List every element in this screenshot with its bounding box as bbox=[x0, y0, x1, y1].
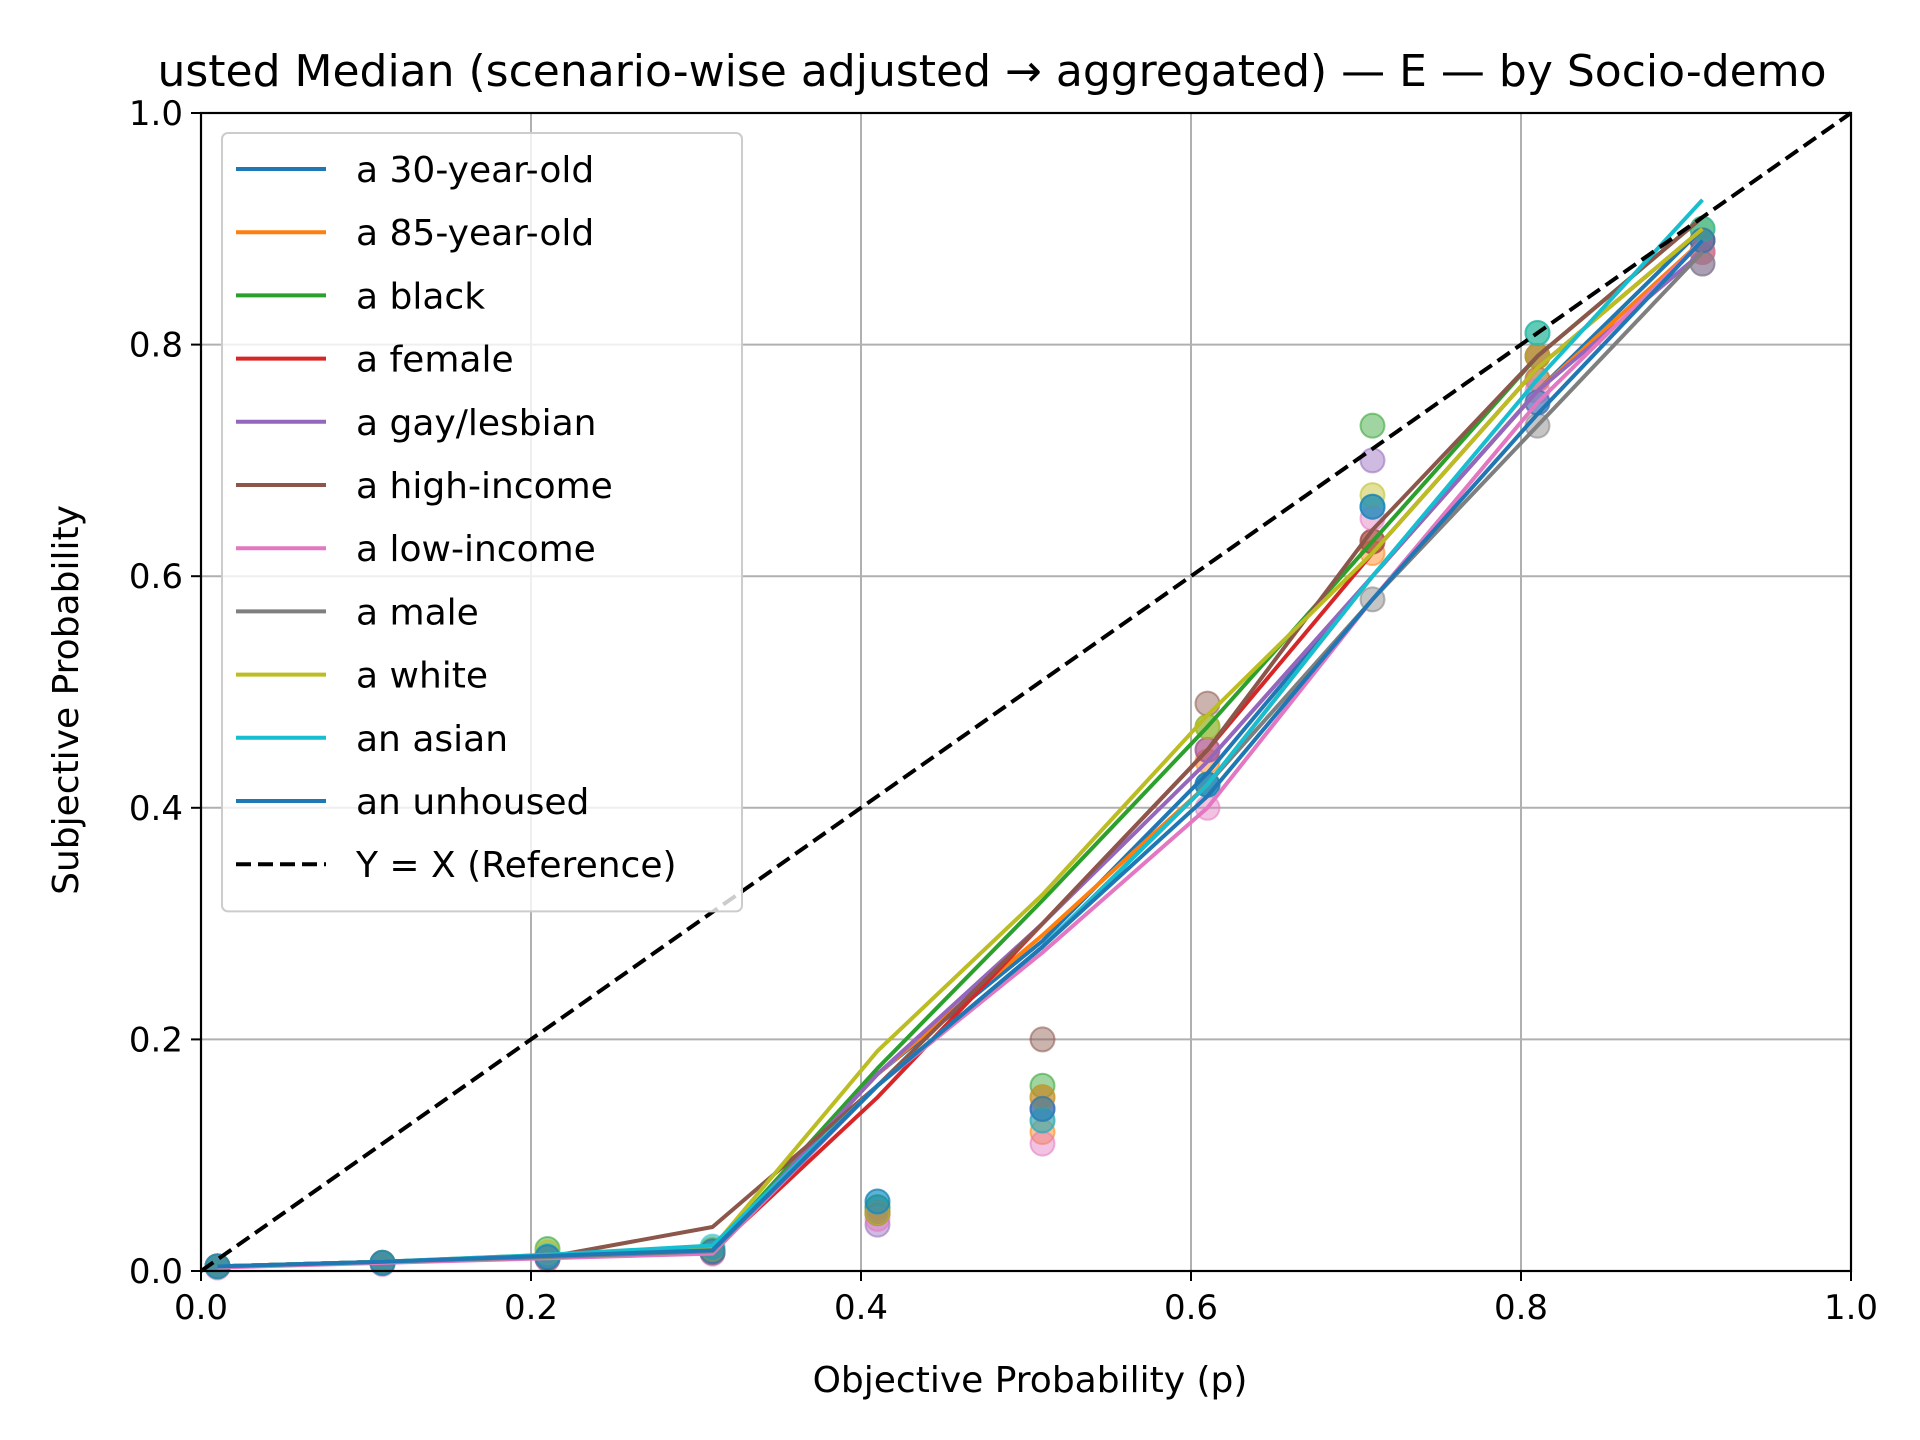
legend-label: a low-income bbox=[356, 529, 596, 570]
legend-label: a male bbox=[356, 592, 479, 633]
legend-label: a 30-year-old bbox=[356, 150, 594, 191]
x-tick-label: 1.0 bbox=[1824, 1288, 1878, 1328]
chart-title: usted Median (scenario-wise adjusted → a… bbox=[157, 46, 1826, 97]
reference-line-path bbox=[199, 111, 1853, 1273]
y-tick-label: 0.8 bbox=[129, 326, 183, 366]
scatter-point bbox=[1029, 1095, 1056, 1122]
plot-frame bbox=[199, 111, 1853, 1273]
legend: a 30-year-old a 85-year-old a black a femal… bbox=[221, 132, 743, 913]
legend-label: an unhoused bbox=[356, 782, 589, 823]
legend-label: an asian bbox=[356, 719, 508, 760]
legend-label: a 85-year-old bbox=[356, 213, 594, 254]
scatter-point bbox=[1359, 412, 1386, 439]
y-tick-label: 0.2 bbox=[129, 1020, 183, 1060]
x-axis-label: Objective Probability (p) bbox=[813, 1360, 1248, 1401]
y-tick-label: 0.0 bbox=[129, 1252, 183, 1292]
legend-label: a high-income bbox=[356, 466, 613, 507]
x-tick-label: 0.0 bbox=[174, 1288, 228, 1328]
scatter-point bbox=[1029, 1130, 1056, 1157]
reference-line bbox=[199, 111, 1853, 1273]
legend-label: Y = X (Reference) bbox=[355, 845, 677, 886]
legend-label: a black bbox=[356, 276, 485, 317]
legend-label: a gay/lesbian bbox=[356, 403, 597, 444]
x-tick-label: 0.2 bbox=[504, 1288, 558, 1328]
scatter-point bbox=[864, 1188, 891, 1215]
scatter-point bbox=[1194, 690, 1221, 717]
x-tick-label: 0.8 bbox=[1494, 1288, 1548, 1328]
series-lines bbox=[217, 198, 1704, 1270]
legend-label: a white bbox=[356, 656, 488, 697]
x-tick-label: 0.6 bbox=[1164, 1288, 1218, 1328]
scatter-point bbox=[1359, 493, 1386, 520]
legend-label: a female bbox=[356, 340, 514, 381]
y-tick-label: 0.6 bbox=[129, 557, 183, 597]
legend-box bbox=[221, 132, 743, 913]
scatter-point bbox=[1359, 447, 1386, 474]
y-tick-label: 1.0 bbox=[129, 94, 183, 134]
series-line bbox=[217, 239, 1704, 1269]
axis-ticks: 0.0 0.2 0.4 0.6 0.8 1.0 0.0 0.2 0.4 0.6 0.8 1.0 bbox=[129, 94, 1878, 1328]
scatter-point bbox=[1029, 1026, 1056, 1053]
y-tick-label: 0.4 bbox=[129, 789, 183, 829]
x-tick-label: 0.4 bbox=[834, 1288, 888, 1328]
y-axis-label: Subjective Probability bbox=[46, 505, 87, 895]
